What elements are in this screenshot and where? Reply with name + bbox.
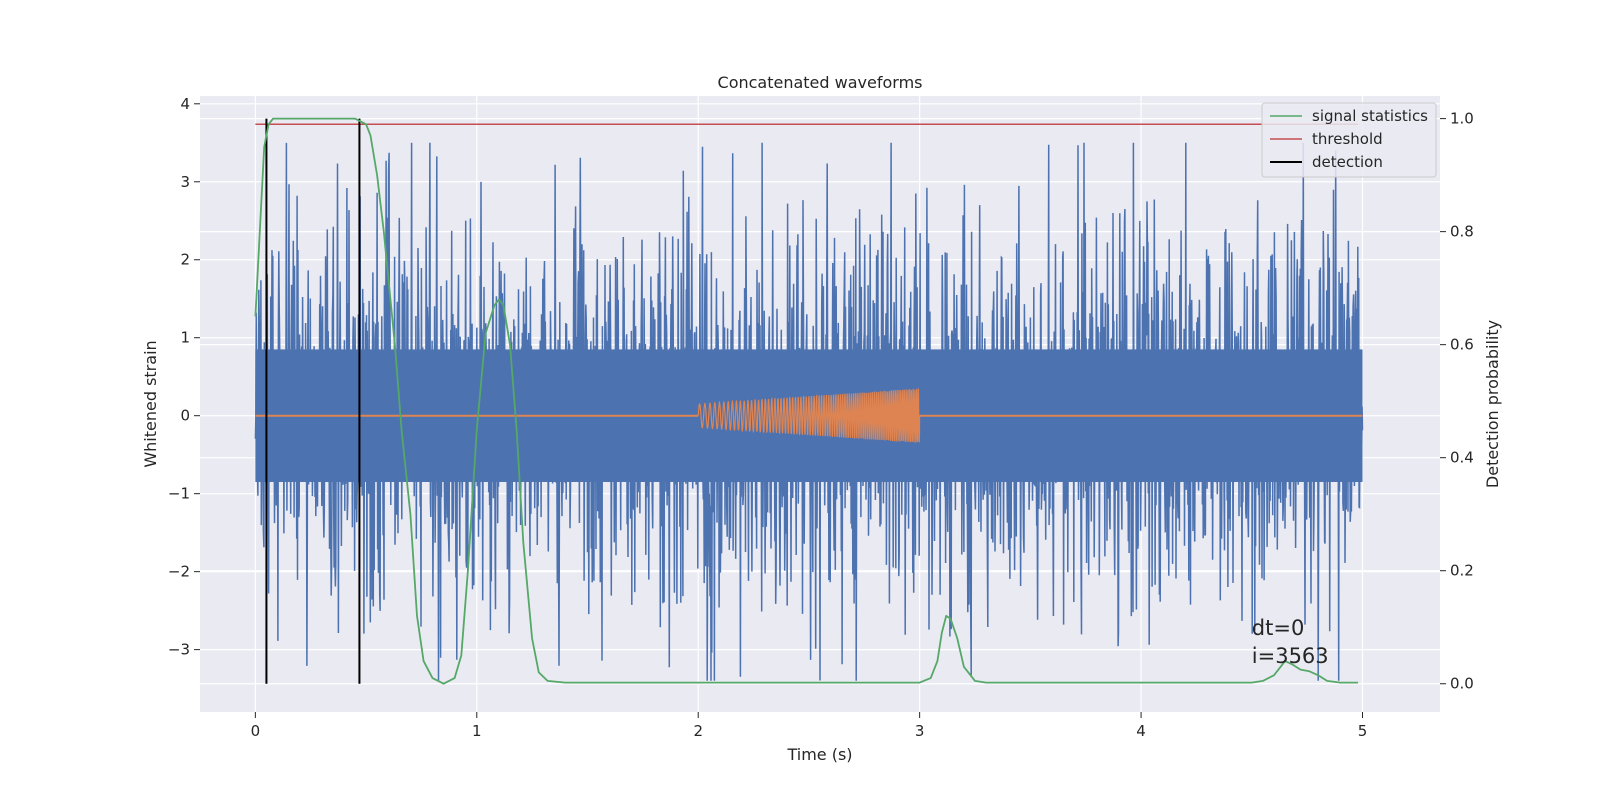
legend-frame bbox=[1261, 102, 1437, 178]
template-chirp bbox=[697, 388, 921, 443]
legend-label-threshold: threshold bbox=[1312, 130, 1383, 148]
y2-tick-label: 0.2 bbox=[1450, 562, 1474, 580]
y2-tick-label: 1.0 bbox=[1450, 110, 1474, 128]
y-tick-label: 2 bbox=[180, 251, 190, 269]
y2-axis-label: Detection probability bbox=[1483, 320, 1502, 488]
x-axis-label: Time (s) bbox=[786, 745, 852, 764]
x-tick-label: 1 bbox=[472, 722, 482, 740]
x-tick-label: 2 bbox=[693, 722, 703, 740]
x-axis-ticks: 0 1 2 3 4 5 bbox=[251, 712, 1368, 740]
y2-tick-label: 0.6 bbox=[1450, 336, 1474, 354]
detection-series bbox=[265, 118, 361, 684]
legend: signal statistics threshold detection bbox=[1261, 102, 1437, 178]
y2-tick-label: 0.0 bbox=[1450, 675, 1474, 693]
signal-statistics-line bbox=[254, 117, 1359, 685]
annotation-index: i=3563 bbox=[1252, 644, 1329, 668]
y-axis-label: Whitened strain bbox=[141, 340, 160, 467]
template-series bbox=[255, 388, 1363, 443]
x-tick-label: 0 bbox=[251, 722, 261, 740]
x-tick-label: 5 bbox=[1358, 722, 1368, 740]
y-tick-label: 4 bbox=[180, 95, 190, 113]
legend-label-signal-statistics: signal statistics bbox=[1312, 107, 1428, 125]
y-tick-label: 3 bbox=[180, 173, 190, 191]
annotation-dt: dt=0 bbox=[1252, 616, 1305, 640]
annotation: dt=0 i=3563 bbox=[1252, 616, 1329, 668]
y-tick-label: 0 bbox=[180, 407, 190, 425]
chart-title: Concatenated waveforms bbox=[718, 73, 923, 92]
y2-axis-ticks: 0.0 0.2 0.4 0.6 0.8 1.0 bbox=[1440, 110, 1474, 693]
y-tick-label: −1 bbox=[168, 485, 190, 503]
signal-statistics-series bbox=[254, 117, 1359, 685]
y2-tick-label: 0.4 bbox=[1450, 449, 1474, 467]
x-tick-label: 3 bbox=[915, 722, 925, 740]
y-tick-label: −2 bbox=[168, 563, 190, 581]
y-tick-label: −3 bbox=[168, 641, 190, 659]
y2-tick-label: 0.8 bbox=[1450, 223, 1474, 241]
legend-label-detection: detection bbox=[1312, 153, 1383, 171]
y-tick-label: 1 bbox=[180, 329, 190, 347]
y-axis-ticks: −3 −2 −1 0 1 2 3 4 bbox=[168, 95, 200, 659]
x-tick-label: 4 bbox=[1136, 722, 1146, 740]
